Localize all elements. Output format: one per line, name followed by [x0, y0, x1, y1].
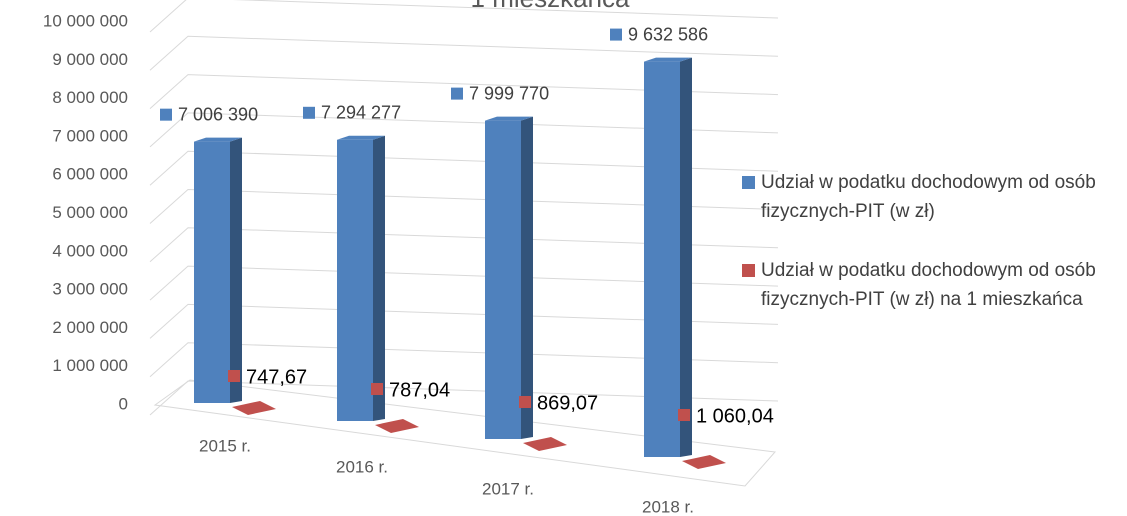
legend-item: Udział w podatku dochodowym od osób fizy… — [742, 256, 1127, 314]
y-tick-label: 4 000 000 — [52, 241, 128, 260]
bar-face — [485, 120, 521, 439]
grid-line — [149, 150, 779, 186]
grid-line — [149, 35, 779, 71]
grid-line — [149, 380, 779, 416]
bar-face — [521, 116, 533, 439]
legend-label: Udział w podatku dochodowym od osób fizy… — [761, 260, 1096, 310]
value-label: 7 999 770 — [469, 83, 549, 103]
bar — [375, 418, 419, 433]
y-tick-label: 3 000 000 — [52, 280, 128, 299]
x-tick-label: 2018 r. — [642, 497, 694, 516]
legend-swatch — [160, 108, 172, 121]
legend-swatch — [610, 28, 622, 41]
grid-line — [149, 227, 779, 263]
chart-title: 1 mieszkańca — [471, 0, 630, 13]
bar-face — [373, 135, 385, 422]
y-tick-label: 9 000 000 — [52, 50, 128, 69]
value-label: 747,67 — [246, 366, 307, 388]
bar — [194, 137, 242, 403]
legend-swatch — [742, 264, 755, 277]
grid-line — [149, 0, 779, 33]
legend-swatch — [519, 396, 531, 408]
value-label: 1 060,04 — [696, 405, 774, 427]
bar-face — [337, 135, 385, 140]
legend-swatch — [742, 176, 755, 189]
legend-label: Udział w podatku dochodowym od osób fizy… — [761, 172, 1096, 222]
bar-face — [680, 57, 692, 458]
bar-face — [194, 137, 242, 142]
x-tick-label: 2015 r. — [199, 436, 251, 455]
bar — [232, 400, 276, 415]
bar — [682, 454, 726, 469]
bar-face — [230, 137, 242, 403]
legend-swatch — [228, 370, 240, 382]
y-tick-label: 7 000 000 — [52, 126, 128, 145]
y-tick-label: 6 000 000 — [52, 165, 128, 184]
legend-swatch — [678, 409, 690, 421]
y-tick-label: 1 000 000 — [52, 356, 128, 375]
value-label: 787,04 — [389, 379, 450, 401]
value-label: 7 006 390 — [178, 104, 258, 124]
y-tick-label: 5 000 000 — [52, 203, 128, 222]
bar — [523, 436, 567, 451]
legend-swatch — [303, 106, 315, 119]
bar-face — [337, 139, 373, 422]
bar — [337, 135, 385, 422]
legend-swatch — [451, 87, 463, 100]
grid-line — [149, 74, 779, 109]
value-label: 9 632 586 — [628, 24, 708, 44]
legend-item: Udział w podatku dochodowym od osób fizy… — [742, 168, 1127, 226]
grid-line — [149, 188, 779, 224]
floor — [153, 379, 777, 487]
value-label: 869,07 — [537, 392, 598, 414]
y-tick-label: 0 — [119, 394, 128, 413]
y-tick-label: 8 000 000 — [52, 88, 128, 107]
grid-line — [149, 342, 779, 378]
x-tick-label: 2016 r. — [336, 457, 388, 476]
bar-face — [644, 57, 692, 62]
bar — [644, 57, 692, 458]
bar-face — [194, 141, 230, 403]
y-tick-label: 2 000 000 — [52, 318, 128, 337]
x-tick-label: 2017 r. — [482, 479, 534, 498]
bar — [485, 116, 533, 439]
y-tick-label: 10 000 000 — [43, 11, 128, 30]
legend-swatch — [371, 383, 383, 395]
grid-line — [149, 112, 779, 148]
bar-face — [485, 116, 533, 121]
grid-line — [149, 265, 779, 301]
bar-face — [644, 61, 680, 458]
grid-line — [149, 303, 779, 339]
value-label: 7 294 277 — [321, 103, 401, 123]
